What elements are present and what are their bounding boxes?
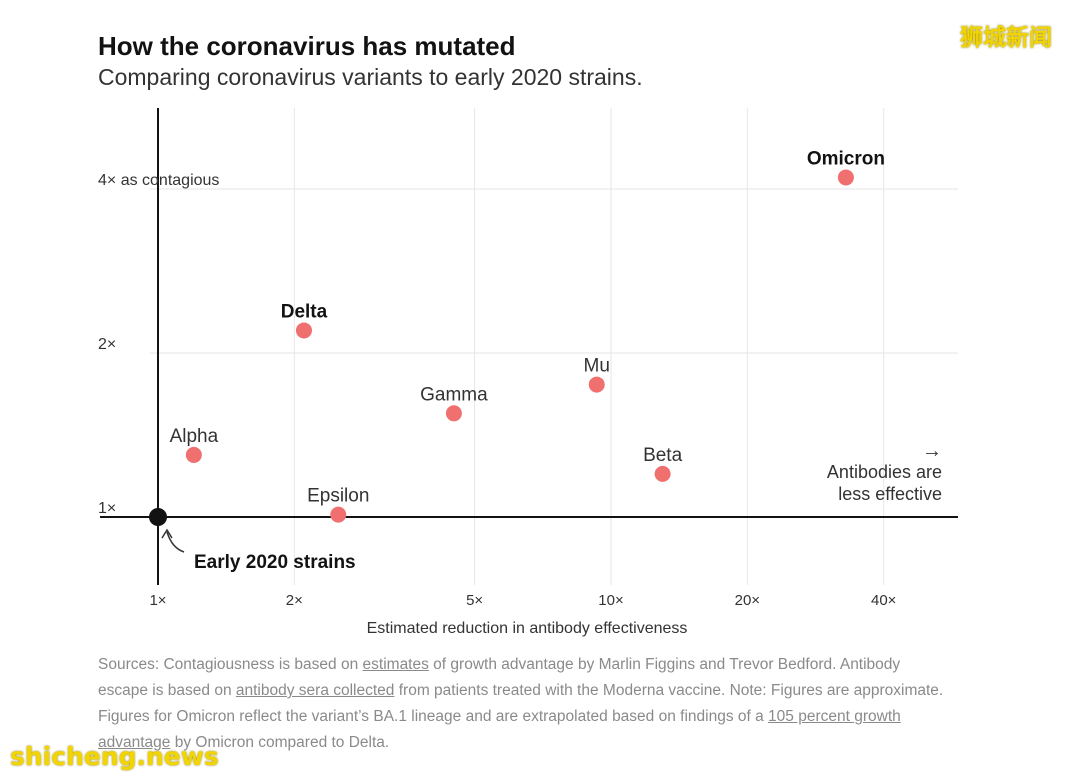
direction-arrow-icon: → xyxy=(922,440,942,462)
point-epsilon xyxy=(330,506,347,523)
scatter-chart: 1× 2× 5× 10× 20× 40× 1× 2× 4× as contagious Estim… xyxy=(98,108,958,637)
origin-pointer-arrowhead-icon xyxy=(161,528,173,539)
point-label-alpha: Alpha xyxy=(170,426,219,447)
x-tick-label-5: 5× xyxy=(466,592,483,609)
antibody-sera-link[interactable]: antibody sera collected xyxy=(235,682,395,699)
point-gamma xyxy=(445,405,462,422)
note-text-4: by Omicron compared to Delta. xyxy=(170,734,390,751)
point-delta xyxy=(295,322,312,339)
point-omicron xyxy=(837,169,854,186)
x-tick-label-2: 2× xyxy=(286,592,303,609)
point-label-gamma: Gamma xyxy=(420,384,488,405)
y-tick-label-4-as-contagious: 4× as contagious xyxy=(98,172,219,189)
x-tick-label-20: 20× xyxy=(735,592,760,609)
origin-label: Early 2020 strains xyxy=(194,552,356,573)
antibodies-label-line-1: Antibodies are xyxy=(827,462,942,482)
sources-note: Sources: Contagiousness is based on esti… xyxy=(98,652,948,756)
x-tick-label-40: 40× xyxy=(871,592,896,609)
point-label-delta: Delta xyxy=(281,301,328,322)
watermark-logo-top: 狮城新闻 xyxy=(960,25,1052,51)
x-axis-title: Estimated reduction in antibody effectiv… xyxy=(367,620,688,637)
chart-title: How the coronavirus has mutated xyxy=(98,31,516,61)
watermark-logo-bottom: shicheng.news xyxy=(10,742,219,771)
point-label-epsilon: Epsilon xyxy=(307,486,369,507)
note-text-2: of growth advantage by Marlin Figgins an… xyxy=(98,656,901,699)
point-alpha xyxy=(185,446,202,463)
growth-advantage-link[interactable]: 105 percent growth advantage xyxy=(98,708,901,751)
origin-pointer-arrow xyxy=(166,531,185,553)
note-text-3: from patients treated with the Moderna v… xyxy=(98,682,944,725)
x-tick-label-10: 10× xyxy=(598,592,623,609)
y-tick-label-2: 2× xyxy=(98,336,116,353)
point-label-beta: Beta xyxy=(643,445,683,466)
note-text-1: Sources: Contagiousness is based on xyxy=(98,656,363,673)
estimates-link[interactable]: estimates xyxy=(362,656,429,673)
x-tick-label-1: 1× xyxy=(149,592,166,609)
chart-subtitle: Comparing coronavirus variants to early … xyxy=(98,64,643,90)
point-mu xyxy=(588,376,605,393)
y-tick-label-1: 1× xyxy=(98,500,116,517)
point-origin xyxy=(149,508,167,526)
point-label-mu: Mu xyxy=(584,356,610,377)
point-label-omicron: Omicron xyxy=(807,148,885,169)
point-beta xyxy=(654,465,671,482)
antibodies-label-line-2: less effective xyxy=(838,484,942,504)
